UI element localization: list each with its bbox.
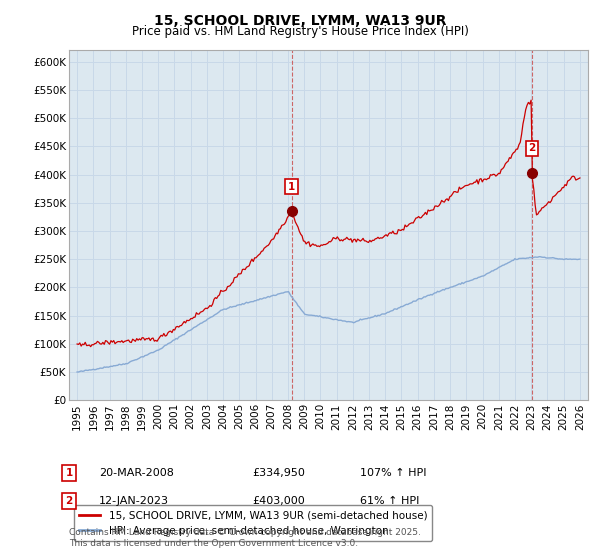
Text: 1: 1 bbox=[288, 181, 295, 192]
Text: Price paid vs. HM Land Registry's House Price Index (HPI): Price paid vs. HM Land Registry's House … bbox=[131, 25, 469, 38]
Text: 2: 2 bbox=[529, 143, 536, 153]
Text: 15, SCHOOL DRIVE, LYMM, WA13 9UR: 15, SCHOOL DRIVE, LYMM, WA13 9UR bbox=[154, 14, 446, 28]
Text: £403,000: £403,000 bbox=[252, 496, 305, 506]
Text: 107% ↑ HPI: 107% ↑ HPI bbox=[360, 468, 427, 478]
Text: 61% ↑ HPI: 61% ↑ HPI bbox=[360, 496, 419, 506]
Text: 1: 1 bbox=[65, 468, 73, 478]
Text: Contains HM Land Registry data © Crown copyright and database right 2025.
This d: Contains HM Land Registry data © Crown c… bbox=[69, 528, 421, 548]
Text: £334,950: £334,950 bbox=[252, 468, 305, 478]
Text: 12-JAN-2023: 12-JAN-2023 bbox=[99, 496, 169, 506]
Text: 2: 2 bbox=[65, 496, 73, 506]
Text: 20-MAR-2008: 20-MAR-2008 bbox=[99, 468, 174, 478]
Legend: 15, SCHOOL DRIVE, LYMM, WA13 9UR (semi-detached house), HPI: Average price, semi: 15, SCHOOL DRIVE, LYMM, WA13 9UR (semi-d… bbox=[74, 505, 433, 541]
